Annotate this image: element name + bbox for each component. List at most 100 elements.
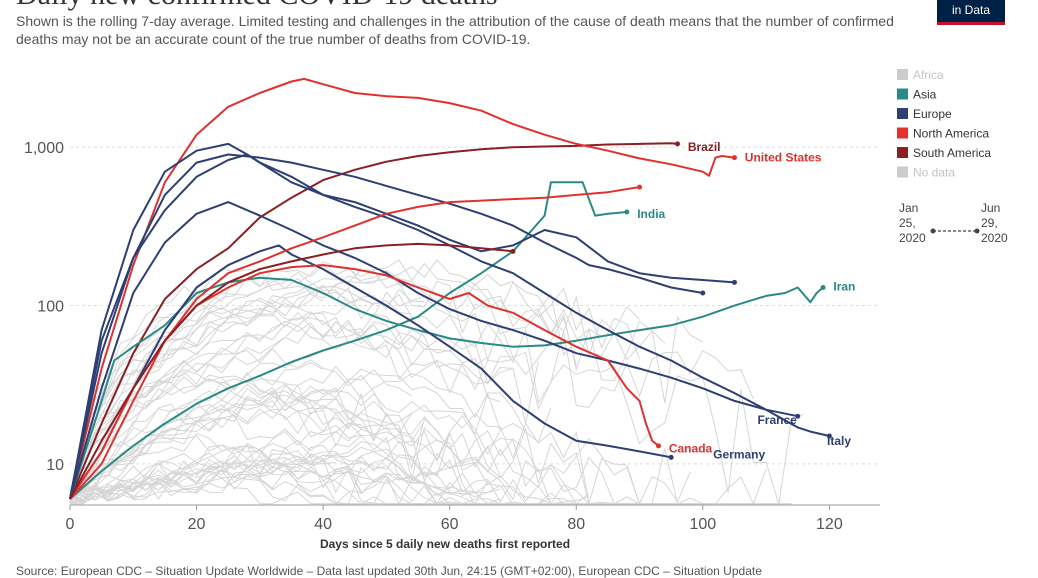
chart-title: Daily new confirmed COVID-19 deaths xyxy=(16,0,498,12)
y-tick-label: 100 xyxy=(37,299,64,316)
background-country-line xyxy=(69,369,412,493)
background-country-line xyxy=(69,362,324,501)
timeline-end-handle[interactable] xyxy=(974,228,980,234)
x-tick-label: 100 xyxy=(689,516,716,533)
series-line-india[interactable] xyxy=(69,181,627,500)
y-axis: 10 100 1,000 xyxy=(24,140,64,474)
background-country-line xyxy=(69,274,577,503)
series-end-point[interactable] xyxy=(700,290,706,296)
background-country-line xyxy=(69,455,501,505)
x-tick: 80 xyxy=(567,505,585,533)
legend-swatch xyxy=(897,108,908,119)
series-line-iran[interactable] xyxy=(69,276,824,500)
series-label-germany[interactable]: Germany xyxy=(713,447,765,461)
legend-swatch xyxy=(897,127,908,139)
series-label-india[interactable]: India xyxy=(637,207,665,221)
x-tick: 20 xyxy=(188,505,206,533)
legend-item-no-data[interactable]: No data xyxy=(897,166,955,180)
timeline-end-day: 29, xyxy=(981,216,998,230)
legend-swatch xyxy=(897,69,908,80)
chart-subtitle: Shown is the rolling 7-day average. Limi… xyxy=(16,13,894,47)
series-label-united-states[interactable]: United States xyxy=(745,151,822,165)
series-label-canada[interactable]: Canada xyxy=(669,442,713,456)
series-labels: Brazil United States India Iran France Italy C… xyxy=(637,140,855,461)
timeline-end-year: 2020 xyxy=(981,231,1008,245)
x-tick: 40 xyxy=(314,505,332,533)
y-tick: 10 xyxy=(46,457,64,474)
background-country-line xyxy=(69,286,412,498)
series-label-brazil[interactable]: Brazil xyxy=(688,140,721,154)
background-country-line xyxy=(69,268,754,504)
series-label-france[interactable]: France xyxy=(757,413,797,427)
series-line-germany[interactable] xyxy=(69,244,672,500)
legend[interactable]: Africa Asia Europe North America South Ameri… xyxy=(897,68,991,180)
x-axis-label: Days since 5 daily new deaths first repo… xyxy=(320,537,570,551)
legend-swatch xyxy=(897,147,908,158)
timeline-end-month: Jun xyxy=(981,201,1000,215)
series-end-point[interactable] xyxy=(675,141,680,147)
background-lines xyxy=(69,259,805,506)
series-end-point[interactable] xyxy=(510,248,516,254)
x-tick-label: 120 xyxy=(816,516,843,533)
owid-logo[interactable]: in Data xyxy=(937,0,1005,25)
series-label-italy[interactable]: Italy xyxy=(827,434,851,448)
series-end-point[interactable] xyxy=(820,285,826,291)
timeline-start-month: Jan xyxy=(899,201,918,215)
background-country-line xyxy=(70,453,451,505)
legend-item-north-america[interactable]: North America xyxy=(897,127,989,141)
x-tick-label: 20 xyxy=(188,516,206,533)
background-country-line xyxy=(69,302,438,504)
y-tick-label: 1,000 xyxy=(24,140,64,157)
series-line-united-kingdom[interactable] xyxy=(69,153,703,500)
series-end-point[interactable] xyxy=(826,433,832,439)
background-country-line xyxy=(69,324,514,491)
background-country-line xyxy=(69,371,362,504)
legend-item-asia[interactable]: Asia xyxy=(897,88,937,102)
series-line-united-states[interactable] xyxy=(69,77,735,500)
series-end-point[interactable] xyxy=(731,155,737,161)
background-country-line xyxy=(69,458,792,505)
timeline-start-handle[interactable] xyxy=(930,228,936,234)
legend-label: North America xyxy=(913,127,989,141)
series-lines xyxy=(69,77,832,500)
line-chart: Brazil United States India Iran France Italy C… xyxy=(24,68,1008,551)
background-country-line xyxy=(69,399,501,497)
series-line-france[interactable] xyxy=(69,201,798,500)
x-tick-label: 0 xyxy=(66,516,75,533)
timeline-start-year: 2020 xyxy=(899,231,926,245)
legend-swatch xyxy=(897,88,908,100)
x-axis: 0 20 40 60 80 100 120 xyxy=(66,504,880,533)
legend-label: Africa xyxy=(913,68,944,82)
series-end-point[interactable] xyxy=(795,413,801,419)
series-end-point[interactable] xyxy=(731,279,737,285)
series-end-point[interactable] xyxy=(668,454,674,460)
background-country-line xyxy=(69,450,336,504)
legend-label: No data xyxy=(913,166,955,180)
background-country-line xyxy=(69,433,362,505)
series-line-peru[interactable] xyxy=(69,242,514,500)
x-tick: 60 xyxy=(441,505,459,533)
timeline-control[interactable]: Jan 25, 2020 Jun 29, 2020 xyxy=(899,201,1008,245)
background-country-line xyxy=(69,462,489,505)
legend-item-africa[interactable]: Africa xyxy=(897,68,944,82)
legend-item-south-america[interactable]: South America xyxy=(897,146,991,160)
legend-swatch xyxy=(897,166,908,178)
series-end-point[interactable] xyxy=(637,184,643,190)
series-end-point[interactable] xyxy=(624,209,630,215)
legend-label: South America xyxy=(913,146,991,160)
y-tick-label: 10 xyxy=(46,457,64,474)
series-label-iran[interactable]: Iran xyxy=(833,279,855,293)
x-tick-label: 40 xyxy=(314,516,332,533)
series-line-brazil[interactable] xyxy=(69,142,678,500)
x-tick: 100 xyxy=(689,505,716,533)
legend-label: Asia xyxy=(913,88,937,102)
background-country-line xyxy=(69,270,666,504)
x-tick: 120 xyxy=(816,505,843,533)
y-tick: 100 xyxy=(37,299,64,316)
background-country-line xyxy=(69,293,324,504)
background-country-line xyxy=(69,365,526,492)
legend-item-europe[interactable]: Europe xyxy=(897,107,952,121)
series-end-point[interactable] xyxy=(656,443,662,449)
background-country-line xyxy=(69,435,729,505)
background-country-line xyxy=(69,259,640,496)
